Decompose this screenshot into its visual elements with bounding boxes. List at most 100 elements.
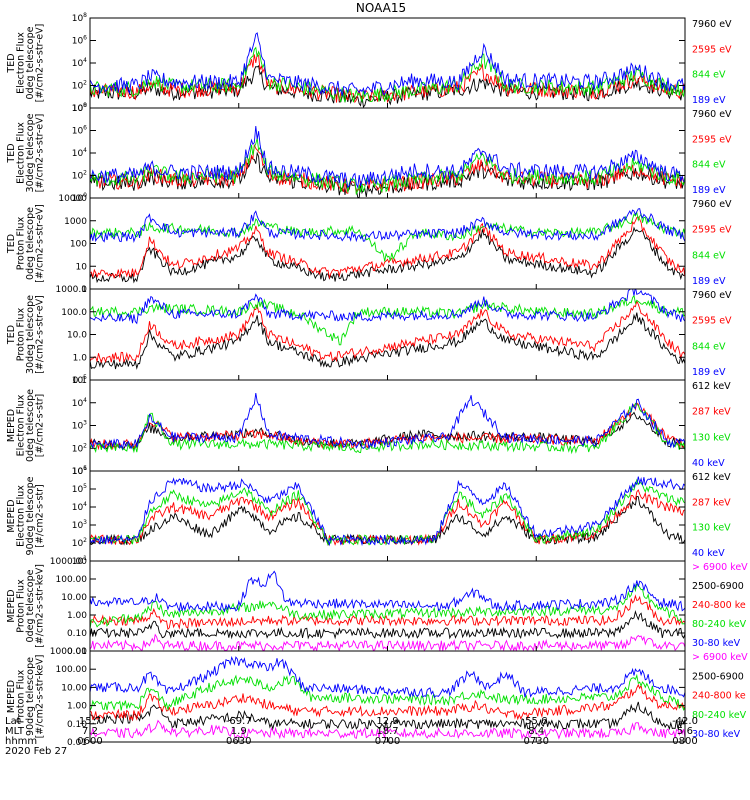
series-line-6-4 bbox=[90, 476, 685, 547]
series-line-4-1 bbox=[90, 312, 685, 370]
y-tick-label: 0.10 bbox=[67, 720, 87, 730]
y-tick-label: 100.00 bbox=[56, 575, 88, 585]
x-tick-label-lat: -42.0 bbox=[672, 716, 698, 727]
series-line-2-3 bbox=[90, 137, 685, 196]
x-tick-label-lat: 15.7 bbox=[79, 716, 101, 727]
legend-entry: > 6900 keV bbox=[692, 652, 748, 663]
legend-entry: 612 keV bbox=[692, 381, 731, 392]
y-tick-label: 1000.00 bbox=[50, 647, 87, 657]
y-axis-label-line: 90deg telescope bbox=[25, 476, 36, 555]
x-tick-label-mlt: 8.4 bbox=[528, 726, 544, 737]
x-tick-label-lat: -69.7 bbox=[226, 716, 252, 727]
legend-entry: 844 eV bbox=[692, 341, 726, 352]
series-line-8-1 bbox=[90, 719, 685, 740]
y-tick-label: 10.0 bbox=[67, 331, 87, 341]
y-axis-label-line: 0deg telescope bbox=[25, 389, 36, 462]
y-axis-label-line: TED bbox=[6, 234, 17, 254]
series-line-3-2 bbox=[90, 216, 685, 280]
y-axis-label-line: 0deg telescope bbox=[25, 26, 36, 99]
x-tick-label-hhmm: 0800 bbox=[672, 736, 697, 747]
y-axis-label-line: TED bbox=[6, 143, 17, 163]
y-axis-label-line: 0deg telescope bbox=[25, 569, 36, 642]
y-axis-label-line: MEPED bbox=[6, 409, 17, 442]
series-line-8-3 bbox=[90, 683, 685, 722]
series-line-4-2 bbox=[90, 300, 685, 364]
legend-entry: 189 eV bbox=[692, 95, 726, 106]
y-tick-label: 1000 bbox=[64, 217, 87, 227]
y-tick-label: 102 bbox=[72, 80, 87, 92]
y-axis-label-line: [#/cm2-s-str-eV] bbox=[35, 24, 46, 103]
y-tick-label: 1.00 bbox=[67, 702, 87, 712]
y-axis-label-line: Electron Flux bbox=[16, 122, 27, 184]
y-tick-label: 0.1 bbox=[73, 376, 87, 386]
y-axis-label-line: Electron Flux bbox=[16, 394, 27, 456]
x-tick-label-lat: 55.6 bbox=[525, 716, 547, 727]
legend-entry: 2500-6900 bbox=[692, 581, 744, 592]
legend-entry: 30-80 keV bbox=[692, 729, 741, 740]
series-line-6-1 bbox=[90, 495, 685, 546]
x-row-label-date: 2020 Feb 27 bbox=[5, 746, 67, 757]
legend-entry: 2595 eV bbox=[692, 44, 732, 55]
panel-4-series bbox=[90, 289, 685, 370]
y-tick-label: 106 bbox=[72, 125, 87, 137]
panel-6-series bbox=[90, 476, 685, 547]
panel-7-series bbox=[90, 570, 685, 651]
series-line-7-4 bbox=[90, 583, 685, 630]
series-line-1-3 bbox=[90, 46, 685, 104]
series-line-1-4 bbox=[90, 32, 685, 96]
legend-entry: 30-80 keV bbox=[692, 638, 741, 649]
legend-entry: 844 eV bbox=[692, 250, 726, 261]
x-tick-label-hhmm: 0630 bbox=[226, 736, 251, 747]
y-tick-label: 104 bbox=[72, 147, 87, 159]
y-axis-label-line: 30deg telescope bbox=[25, 295, 36, 374]
panel-frame bbox=[89, 288, 686, 381]
legend-entry: 2595 eV bbox=[692, 225, 732, 236]
series-line-6-3 bbox=[90, 478, 685, 547]
series-line-7-2 bbox=[90, 610, 685, 640]
y-tick-label: 103 bbox=[72, 420, 87, 432]
y-axis-label-line: Electron Flux bbox=[16, 485, 27, 547]
legend-entry: 240-800 ke bbox=[692, 600, 746, 611]
panel-5-series bbox=[90, 393, 685, 455]
x-tick-label-lat: 12.9 bbox=[376, 716, 398, 727]
legend-entry: 40 keV bbox=[692, 548, 725, 559]
legend-entry: 80-240 keV bbox=[692, 619, 747, 630]
chart-title: NOAA15 bbox=[356, 1, 406, 15]
legend-entry: 40 keV bbox=[692, 458, 725, 469]
legend-entry: 844 eV bbox=[692, 160, 726, 171]
y-tick-label: 108 bbox=[72, 12, 87, 24]
y-tick-label: 0.01 bbox=[67, 647, 87, 657]
series-line-2-4 bbox=[90, 126, 685, 189]
legend-entry: 2595 eV bbox=[692, 134, 732, 145]
panel-frame bbox=[89, 470, 686, 562]
series-line-3-3 bbox=[90, 211, 685, 262]
series-line-3-1 bbox=[90, 226, 685, 284]
y-tick-label: 100 bbox=[70, 240, 87, 250]
y-axis-label-line: Proton Flux bbox=[16, 579, 27, 633]
legend-entry: 7960 eV bbox=[692, 109, 732, 120]
series-line-8-2 bbox=[90, 701, 685, 731]
y-tick-label: 1000.00 bbox=[50, 557, 87, 567]
y-tick-label: 103 bbox=[72, 519, 87, 531]
legend-entry: 2500-6900 bbox=[692, 671, 744, 682]
y-tick-label: 1.0 bbox=[73, 353, 88, 363]
x-row-label-hhmm: hhmm bbox=[5, 736, 37, 747]
legend-entry: 287 keV bbox=[692, 407, 731, 418]
y-tick-label: 104 bbox=[72, 57, 87, 69]
x-tick-label-mlt: 7.2 bbox=[82, 726, 98, 737]
series-line-8-4 bbox=[90, 673, 685, 712]
series-line-7-5 bbox=[90, 570, 685, 613]
y-axis-label-line: 90deg telescope bbox=[25, 657, 36, 736]
y-axis-label-line: Proton Flux bbox=[16, 307, 27, 361]
x-row-label-lat: Lat bbox=[5, 716, 21, 727]
panel-7: 0.01 0.10 1.00 10.00 100.00 1000.00 MEPEDProto… bbox=[6, 557, 748, 657]
y-tick-label: 106 bbox=[72, 35, 87, 47]
panel-frame bbox=[89, 17, 686, 109]
legend-entry: 287 keV bbox=[692, 497, 731, 508]
legend-entry: 130 keV bbox=[692, 523, 731, 534]
